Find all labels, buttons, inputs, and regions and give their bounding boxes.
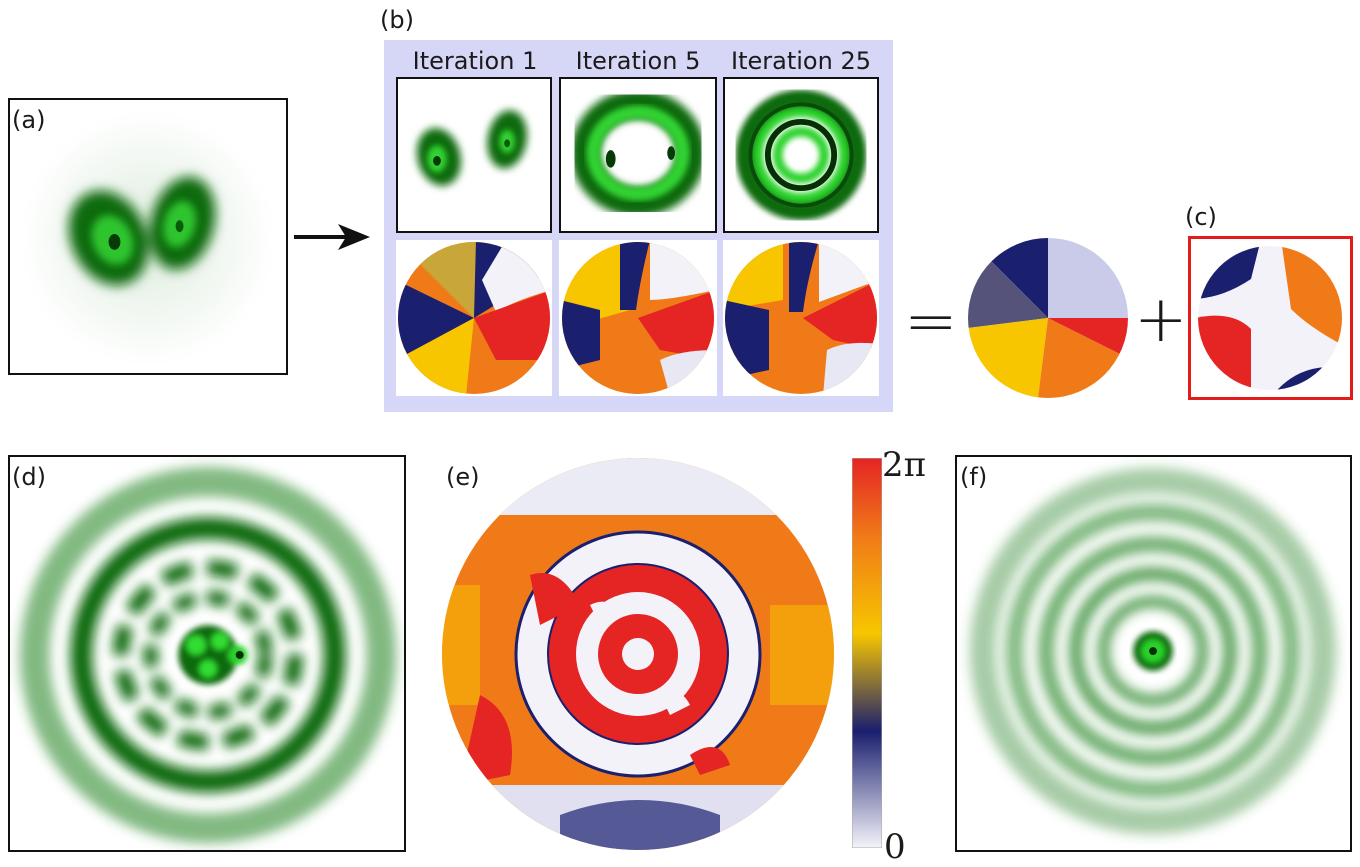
iteration-25-phase — [723, 240, 879, 396]
iteration-title-25: Iteration 25 — [731, 47, 871, 75]
panel-e-phase — [440, 455, 836, 853]
iteration-5-phase — [559, 240, 717, 396]
panel-b-label: (b) — [380, 6, 414, 34]
panel-f-label: (f) — [960, 463, 988, 491]
panel-d-label: (d) — [12, 463, 46, 491]
iteration-title-5: Iteration 5 — [575, 47, 701, 75]
vortex-phase-disc — [968, 238, 1128, 398]
iteration-25-intensity — [723, 77, 879, 233]
panel-e-label: (e) — [446, 463, 480, 491]
iteration-1-phase — [396, 240, 552, 396]
panel-a-intensity — [8, 98, 288, 375]
plus-operator: + — [1134, 283, 1188, 357]
panel-f-image — [957, 457, 1350, 850]
iteration-1-intensity — [396, 77, 552, 233]
panel-c-correction-phase — [1188, 236, 1353, 400]
panel-a-label: (a) — [12, 106, 46, 134]
colorbar-min-label: 0 — [884, 827, 906, 867]
panel-d-intensity — [8, 455, 406, 852]
arrow-right-icon — [294, 224, 370, 250]
phase-colorbar — [852, 458, 882, 848]
panel-c-label: (c) — [1185, 203, 1217, 231]
panel-d-image — [10, 457, 404, 850]
panel-f-intensity — [955, 455, 1352, 852]
panel-a-image — [10, 100, 286, 373]
colorbar-max-label: 2π — [882, 445, 926, 485]
equals-operator: = — [904, 285, 958, 359]
iteration-title-1: Iteration 1 — [412, 47, 538, 75]
iteration-5-intensity — [559, 77, 717, 233]
